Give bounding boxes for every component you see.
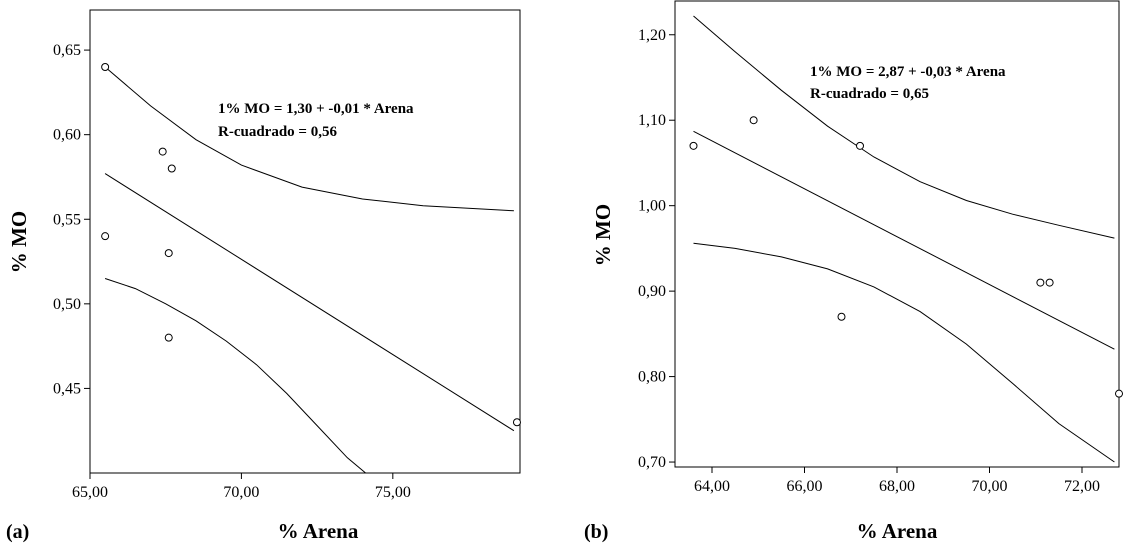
data-point [856, 141, 864, 150]
fit-line [693, 130, 1115, 350]
x-tick-label: 75,00 [375, 484, 411, 501]
data-point [101, 63, 110, 72]
x-tick-label: 70,00 [223, 484, 259, 501]
data-point [101, 232, 110, 241]
data-point [689, 141, 698, 150]
x-tick-label: 68,00 [879, 478, 915, 495]
fit-line [104, 173, 515, 432]
chart-b-y-ticks: 0,70 0,80 0,90 1,00 1,10 1,20 [638, 27, 675, 471]
y-tick-label: 0,60 [53, 127, 81, 144]
y-tick-label: 1,00 [638, 198, 666, 215]
chart-a-x-axis-title: % Arena [278, 519, 359, 543]
x-tick-label: 66,00 [787, 478, 823, 495]
chart-b-x-ticks: 64,00 66,00 68,00 70,00 72,00 [694, 467, 1100, 495]
upper-confidence-band [693, 15, 1115, 239]
chart-a-r-squared: R-cuadrado = 0,56 [218, 124, 337, 140]
y-tick-label: 0,55 [53, 211, 81, 228]
y-tick-label: 0,80 [638, 369, 666, 386]
y-tick-label: 0,65 [53, 42, 81, 59]
chart-a-points [101, 63, 521, 427]
x-tick-label: 64,00 [694, 478, 730, 495]
chart-a-plot-frame [89, 9, 521, 474]
data-point [164, 333, 173, 342]
data-point [512, 418, 521, 427]
chart-b-y-axis-title: % MO [591, 204, 615, 266]
data-point [1036, 278, 1045, 287]
chart-a-equation: 1% MO = 1,30 + -0,01 * Arena [218, 101, 414, 117]
chart-b-plot-frame [674, 0, 1120, 468]
data-point [1115, 389, 1123, 398]
data-point [164, 249, 173, 258]
chart-b-bands [693, 15, 1115, 463]
chart-a-bands [104, 66, 515, 474]
y-tick-label: 0,70 [638, 454, 666, 471]
lower-confidence-band [693, 242, 1115, 463]
data-point [158, 147, 167, 156]
x-tick-label: 70,00 [972, 478, 1008, 495]
y-tick-label: 1,20 [638, 27, 666, 44]
chart-b-r-squared: R-cuadrado = 0,65 [810, 86, 929, 102]
lower-confidence-band [104, 278, 366, 474]
y-tick-label: 0,45 [53, 380, 81, 397]
chart-a-y-axis-title: % MO [7, 211, 31, 273]
data-point [1045, 278, 1054, 287]
data-point [837, 312, 846, 321]
y-tick-label: 0,90 [638, 283, 666, 300]
y-tick-label: 1,10 [638, 112, 666, 129]
data-point [167, 164, 176, 173]
data-point [749, 116, 758, 125]
chart-a-x-ticks: 65,00 70,00 75,00 [72, 473, 411, 501]
chart-b-equation: 1% MO = 2,87 + -0,03 * Arena [810, 64, 1006, 80]
chart-a: 65,00 70,00 75,00 0,45 0,50 0,55 0,60 0,65 1% … [6, 9, 521, 543]
upper-confidence-band [104, 66, 514, 212]
chart-b-points [689, 116, 1123, 398]
chart-a-y-ticks: 0,45 0,50 0,55 0,60 0,65 [53, 42, 90, 397]
y-tick-label: 0,50 [53, 296, 81, 313]
chart-a-panel-label: (a) [6, 521, 29, 543]
chart-b-x-axis-title: % Arena [857, 519, 938, 543]
x-tick-label: 72,00 [1064, 478, 1100, 495]
chart-b: 64,00 66,00 68,00 70,00 72,00 0,70 0,80 0,90 1,… [584, 0, 1123, 543]
x-tick-label: 65,00 [72, 484, 108, 501]
chart-b-panel-label: (b) [584, 521, 608, 543]
